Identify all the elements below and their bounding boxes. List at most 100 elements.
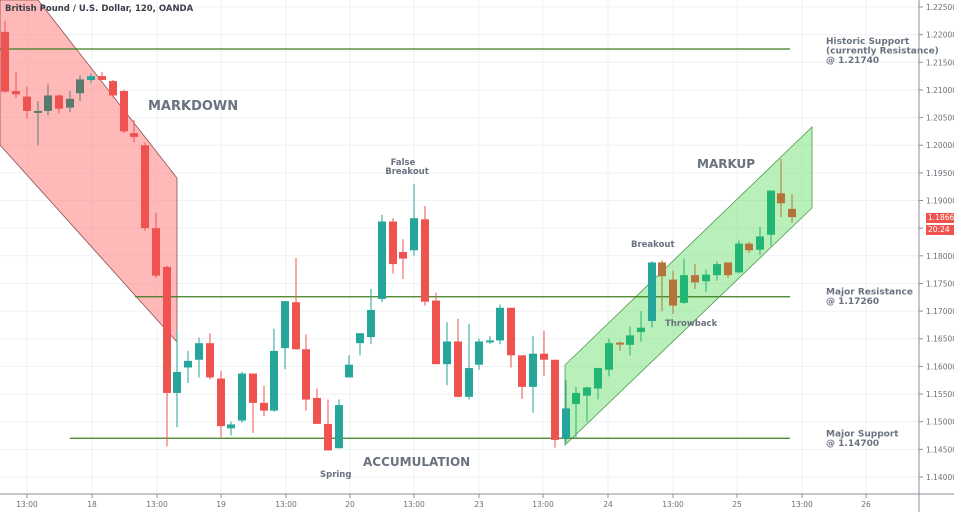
markdown-channel <box>0 0 178 344</box>
candle-body <box>562 408 570 439</box>
candle <box>356 333 364 356</box>
candle <box>529 335 537 413</box>
candle <box>551 359 559 448</box>
x-tick-label: 24 <box>603 500 613 509</box>
candle <box>206 333 214 380</box>
x-tick-label: 13:00 <box>403 500 425 509</box>
y-tick-label: 1.17000 <box>926 307 954 316</box>
candle-body <box>691 275 699 283</box>
y-tick-label: 1.22500 <box>926 3 954 12</box>
candle <box>658 260 666 312</box>
chart-annotation: ACCUMULATION <box>363 455 470 469</box>
candle-body <box>324 423 332 451</box>
y-tick-label: 1.20000 <box>926 141 954 150</box>
candle-body <box>55 95 63 109</box>
candle-body <box>507 307 515 356</box>
candle-body <box>109 81 117 96</box>
candle-body <box>518 355 526 387</box>
chart-annotation: MARKUP <box>697 157 755 171</box>
x-tick-label: 20 <box>345 500 355 509</box>
candle-body <box>475 341 483 365</box>
candle-body <box>680 275 688 303</box>
candle <box>648 261 656 328</box>
x-tick-label: 13:00 <box>275 500 297 509</box>
x-tick-label: 23 <box>474 500 484 509</box>
candle-body <box>260 402 268 411</box>
candle-body <box>496 307 504 341</box>
candle <box>378 214 386 303</box>
candle <box>249 373 257 433</box>
candle <box>55 94 63 114</box>
candle <box>152 212 160 278</box>
candle-body <box>724 262 732 276</box>
candle-body <box>335 405 343 449</box>
candle <box>345 355 353 378</box>
candle <box>616 341 624 351</box>
x-tick-label: 13:00 <box>791 500 813 509</box>
chart-annotation: Breakout <box>631 240 675 250</box>
chart-annotation: Spring <box>320 470 351 480</box>
candle-body <box>184 360 192 368</box>
candle <box>217 370 225 438</box>
candle <box>540 330 548 376</box>
candle-body <box>1 31 9 92</box>
x-tick-label: 13:00 <box>532 500 554 509</box>
candle-body <box>23 96 31 111</box>
candle-body <box>486 340 494 343</box>
candle-body <box>702 274 710 282</box>
y-tick-label: 1.22000 <box>926 31 954 40</box>
candle <box>44 84 52 116</box>
candle <box>594 368 602 400</box>
candle-body <box>302 349 310 400</box>
candle <box>767 190 775 246</box>
candle-body <box>648 262 656 322</box>
level-label: @ 1.17260 <box>826 297 879 307</box>
candle-body <box>616 342 624 345</box>
chart-annotation: Breakout <box>385 167 429 177</box>
y-tick-label: 1.16500 <box>926 335 954 344</box>
y-tick-label: 1.21500 <box>926 58 954 67</box>
candle-body <box>66 98 74 108</box>
candle-body <box>141 145 149 229</box>
candle <box>34 100 42 146</box>
price-axis[interactable]: 1.22500 1.22000 1.21500 1.21000 1.20500 1.200… <box>918 0 954 512</box>
candle-body <box>163 266 171 393</box>
candle-body <box>12 91 20 95</box>
candle-body <box>76 79 84 94</box>
level-label: (currently Resistance) <box>826 47 939 57</box>
candle-body <box>658 262 666 277</box>
candle <box>454 318 462 398</box>
candle-body <box>87 76 95 80</box>
horizontal-levels: Historic Support(currently Resistance)@ … <box>0 37 939 449</box>
candle <box>756 227 764 255</box>
candle-body <box>195 343 203 360</box>
candle-body <box>572 392 580 404</box>
chart-annotation: MARKDOWN <box>148 99 238 114</box>
candle <box>238 371 246 423</box>
candle <box>777 159 785 218</box>
candle <box>109 79 117 98</box>
candlesticks <box>1 20 796 451</box>
candle <box>475 338 483 370</box>
time-axis[interactable]: 13:00 18 13:00 19 13:00 20 13:00 23 13:00 24 13:00… <box>0 493 954 509</box>
candle <box>788 193 796 223</box>
candle <box>691 264 699 289</box>
candle-body <box>34 110 42 113</box>
candle <box>281 301 289 370</box>
candle <box>572 386 580 439</box>
candle <box>120 89 128 134</box>
candle <box>486 335 494 345</box>
candle <box>324 399 332 451</box>
candle-body <box>227 424 235 429</box>
x-tick-label: 13:00 <box>662 500 684 509</box>
candle <box>76 75 84 101</box>
candle-body <box>735 243 743 273</box>
candle-body <box>292 302 300 350</box>
candle-body <box>410 218 418 251</box>
candle-body <box>713 264 721 276</box>
candle-body <box>206 343 214 378</box>
candle-body <box>465 368 473 397</box>
y-tick-label: 1.14500 <box>926 445 954 454</box>
candle <box>626 326 634 356</box>
